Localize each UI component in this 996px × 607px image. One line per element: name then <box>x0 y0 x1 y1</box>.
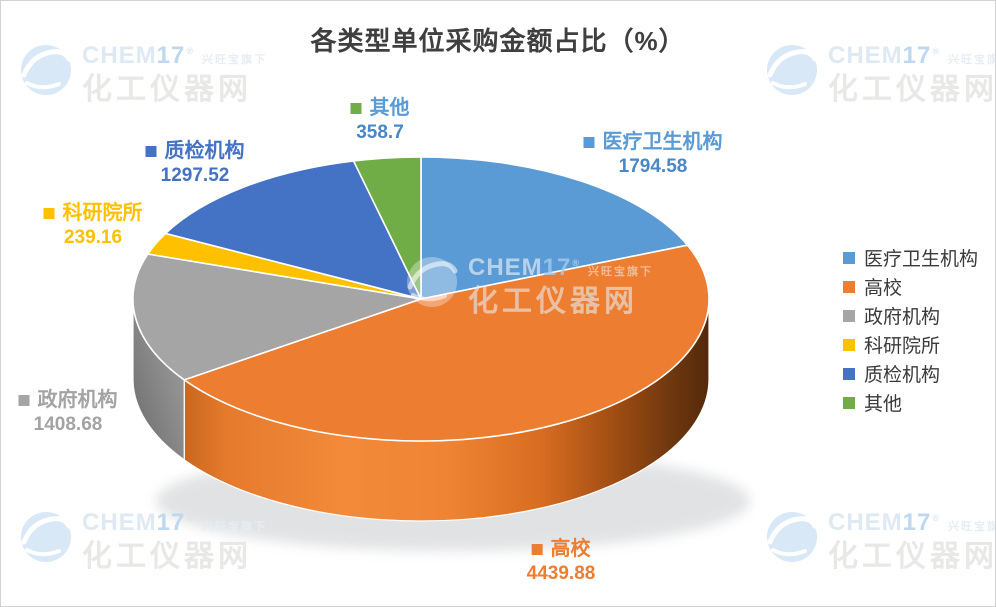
chart-title: 各类型单位采购金额占比（%） <box>310 26 686 56</box>
data-label: 其他 358.7 <box>350 96 410 145</box>
data-label: 科研院所 239.16 <box>43 201 143 250</box>
legend-swatch-icon <box>843 338 855 351</box>
legend-label: 质检机构 <box>864 365 941 386</box>
pie-slice-0 <box>420 156 689 300</box>
legend-item: 其他 <box>843 388 978 417</box>
data-label-name: 科研院所 <box>62 202 143 224</box>
data-label-name: 医疗卫生机构 <box>602 131 723 153</box>
data-label-swatch-icon <box>531 544 543 555</box>
legend-item: 质检机构 <box>843 359 978 388</box>
pie-slice-2 <box>132 253 422 381</box>
data-label-name: 政府机构 <box>37 389 118 411</box>
data-label-value: 1794.58 <box>618 156 688 177</box>
data-label: 质检机构 1297.52 <box>145 139 245 188</box>
data-label: 政府机构 1408.68 <box>18 388 118 437</box>
data-label-swatch-icon <box>43 208 55 219</box>
data-label-value: 4439.88 <box>526 563 596 584</box>
legend-item: 高校 <box>843 272 978 301</box>
data-label: 高校 4439.88 <box>527 537 596 586</box>
data-label-name: 其他 <box>369 97 410 119</box>
data-label: 医疗卫生机构 1794.58 <box>583 130 723 179</box>
pie-slice-1 <box>183 244 710 442</box>
legend: 医疗卫生机构 高校政府机构科研院所质检机构其他 <box>843 243 978 417</box>
legend-swatch-icon <box>843 309 855 322</box>
legend-label: 高校 <box>864 278 903 299</box>
legend-label: 科研院所 <box>864 336 941 357</box>
pie-slice-4 <box>164 160 422 300</box>
data-label-name: 高校 <box>550 538 591 560</box>
legend-swatch-icon <box>843 396 855 409</box>
data-label-swatch-icon <box>145 146 157 157</box>
data-label-swatch-icon <box>350 103 362 114</box>
legend-item: 政府机构 <box>843 301 978 330</box>
legend-swatch-icon <box>843 367 855 380</box>
data-label-value: 1297.52 <box>160 165 230 186</box>
data-label-value: 1408.68 <box>33 414 103 435</box>
data-label-swatch-icon <box>583 137 595 148</box>
data-label-value: 239.16 <box>63 227 123 248</box>
legend-label: 医疗卫生机构 <box>864 249 979 270</box>
legend-swatch-icon <box>843 280 855 293</box>
data-label-swatch-icon <box>18 395 30 406</box>
data-label-name: 质检机构 <box>164 140 245 162</box>
legend-swatch-icon <box>843 251 855 264</box>
legend-label: 政府机构 <box>864 307 941 328</box>
legend-item: 医疗卫生机构 <box>843 243 978 272</box>
data-label-value: 358.7 <box>356 122 404 143</box>
pie-slice-5 <box>352 156 422 300</box>
legend-item: 科研院所 <box>843 330 978 359</box>
legend-label: 其他 <box>864 394 903 415</box>
